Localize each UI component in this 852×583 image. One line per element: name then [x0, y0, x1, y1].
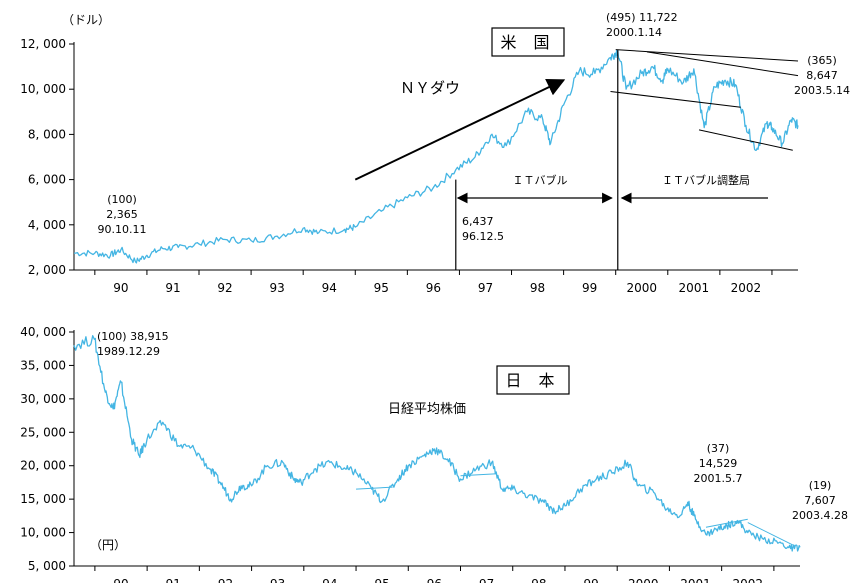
jp-series-label: 日経平均株価 — [388, 402, 466, 417]
us-x-tick-label: 90 — [113, 281, 128, 295]
jp-annotation-text: 1989.12.29 — [97, 345, 160, 358]
jp-y-tick-label: 35, 000 — [20, 358, 66, 372]
us-x-tick-label: 93 — [269, 281, 284, 295]
jp-y-tick-label: 25, 000 — [20, 425, 66, 439]
us-x-tick-label: 99 — [582, 281, 597, 295]
jp-chart: （円） 日 本 日経平均株価 5, 000 10, 000 15, 000 20, 0… — [20, 325, 848, 583]
jp-trend-line — [705, 518, 748, 528]
us-chart: （ドル） 米 国 ＮＹダウ ＩＴバブル ＩＴバブル調整局 2, 000 4, 00… — [20, 11, 850, 295]
us-annotation-text: 8,647 — [806, 69, 838, 82]
jp-annotation-text: 2003.4.28 — [792, 509, 848, 522]
us-annotation-text: (100) — [107, 193, 137, 206]
us-annotation-text: 2,365 — [106, 208, 138, 221]
us-y-tick-label: 8, 000 — [28, 127, 66, 141]
us-span-label-adjust: ＩＴバブル調整局 — [662, 173, 750, 187]
jp-trend-line — [460, 473, 498, 477]
jp-x-tick-label: 97 — [479, 577, 494, 583]
jp-y-tick-label: 30, 000 — [20, 392, 66, 406]
us-annotation-text: 2003.5.14 — [794, 84, 850, 97]
us-series-label: ＮＹダウ — [400, 79, 460, 97]
us-title: 米 国 — [500, 33, 555, 52]
us-annotation-text: (495) 11,722 — [606, 11, 678, 24]
jp-y-tick-label: 20, 000 — [20, 459, 66, 473]
us-y-tick-label: 4, 000 — [28, 218, 66, 232]
us-x-tick-label: 97 — [478, 281, 493, 295]
us-x-tick-label: 2000 — [626, 281, 657, 295]
us-trend-line — [615, 49, 799, 62]
jp-annotation-text: (100) 38,915 — [97, 330, 169, 343]
us-y-tick-label: 6, 000 — [28, 173, 66, 187]
jp-x-tick-label: 92 — [218, 577, 233, 583]
jp-x-tick-label: 99 — [583, 577, 598, 583]
jp-annotation-text: 2001.5.7 — [694, 472, 743, 485]
us-x-tick-label: 2001 — [679, 281, 710, 295]
jp-annotation-text: 7,607 — [804, 494, 836, 507]
us-annotation-text: (365) — [807, 54, 837, 67]
us-title-box — [491, 27, 565, 57]
us-trend-line — [646, 51, 799, 77]
us-annotation-text: 90.10.11 — [98, 223, 147, 236]
jp-y-tick-label: 15, 000 — [20, 492, 66, 506]
jp-x-tick-label: 96 — [427, 577, 442, 583]
jp-ylabel: （円） — [90, 538, 126, 552]
us-annotation-text: 96.12.5 — [462, 230, 504, 243]
us-trend-line — [698, 129, 793, 151]
us-ylabel: （ドル） — [62, 13, 110, 27]
us-x-tick-label: 96 — [426, 281, 441, 295]
jp-title-box — [496, 365, 570, 395]
us-x-tick-label: 91 — [165, 281, 180, 295]
jp-x-tick-label: 91 — [166, 577, 181, 583]
us-annotation-text: 6,437 — [462, 215, 494, 228]
jp-x-tick-label: 93 — [270, 577, 285, 583]
jp-y-tick-label: 10, 000 — [20, 526, 66, 540]
us-x-tick-label: 2002 — [731, 281, 762, 295]
jp-trend-line — [747, 522, 795, 547]
us-y-tick-label: 10, 000 — [20, 82, 66, 96]
us-annotation-text: 2000.1.14 — [606, 26, 662, 39]
us-x-tick-label: 95 — [374, 281, 389, 295]
jp-annotation-text: (19) — [809, 479, 832, 492]
us-trend-line — [610, 90, 741, 108]
us-y-tick-label: 12, 000 — [20, 37, 66, 51]
jp-y-tick-label: 5, 000 — [28, 559, 66, 573]
jp-trend-line — [356, 486, 393, 490]
jp-x-tick-label: 98 — [531, 577, 546, 583]
us-x-tick-label: 94 — [322, 281, 337, 295]
jp-x-tick-label: 2001 — [680, 577, 711, 583]
jp-title: 日 本 — [505, 371, 560, 390]
us-trend-arrow — [354, 79, 566, 181]
jp-x-tick-label: 90 — [113, 577, 128, 583]
jp-y-tick-label: 40, 000 — [20, 325, 66, 339]
us-span-label-bubble: ＩＴバブル — [513, 173, 568, 187]
us-x-tick-label: 98 — [530, 281, 545, 295]
jp-series-line — [73, 335, 801, 552]
jp-annotation-text: 14,529 — [699, 457, 738, 470]
jp-x-tick-label: 94 — [322, 577, 337, 583]
us-y-tick-label: 2, 000 — [28, 263, 66, 277]
jp-x-tick-label: 95 — [375, 577, 390, 583]
us-x-tick-label: 92 — [217, 281, 232, 295]
jp-annotation-text: (37) — [707, 442, 730, 455]
jp-x-tick-label: 2000 — [628, 577, 659, 583]
jp-x-tick-label: 2002 — [732, 577, 763, 583]
us-series-line — [74, 49, 799, 264]
